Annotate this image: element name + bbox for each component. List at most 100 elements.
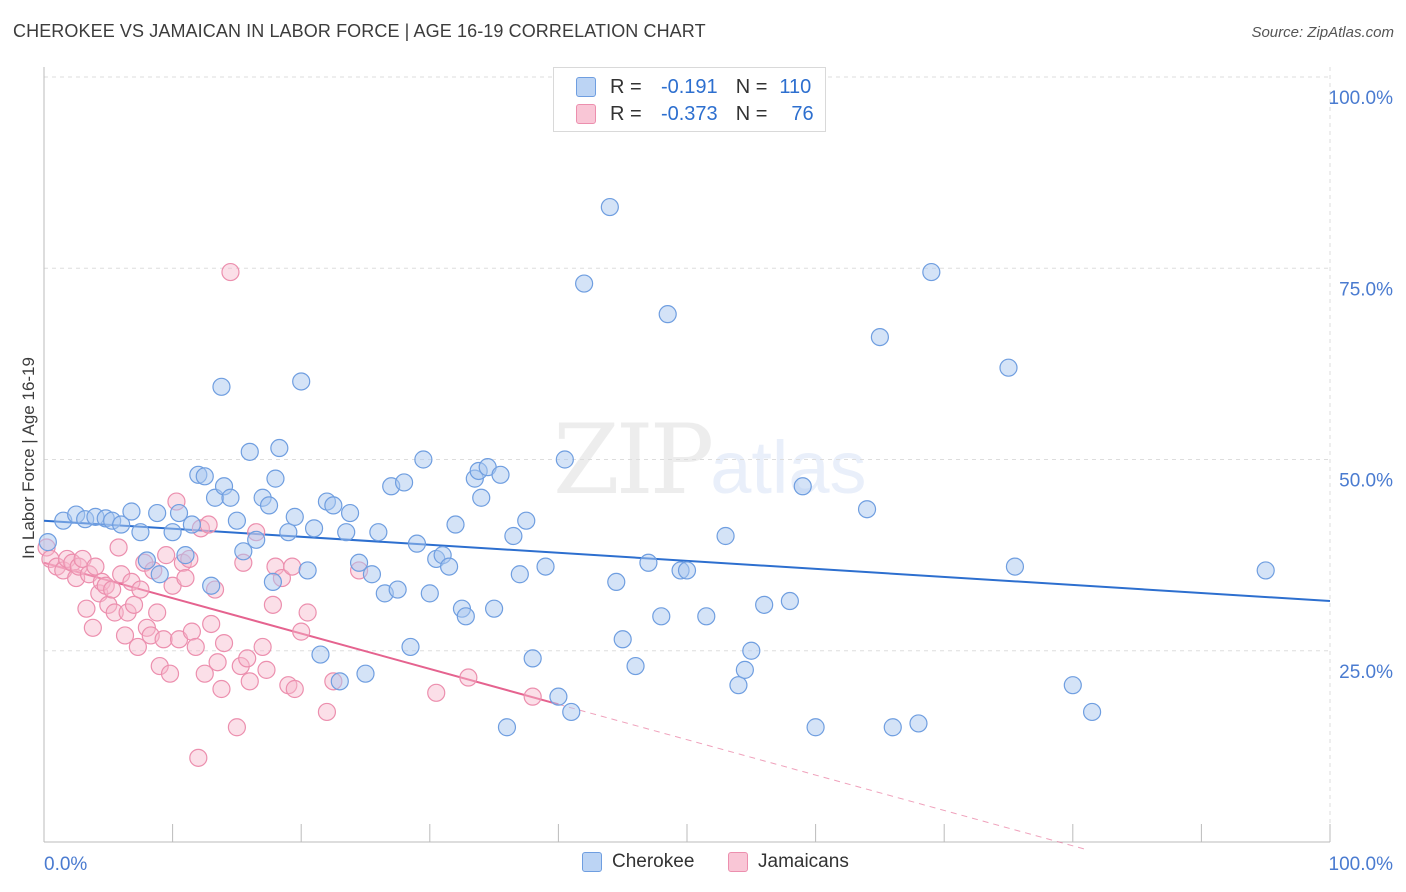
jamaicans-point <box>103 580 122 599</box>
cherokee-point <box>369 523 388 542</box>
jamaicans-point <box>112 565 131 584</box>
cherokee-point <box>742 641 761 660</box>
cherokee-points <box>38 197 1275 737</box>
cherokee-point <box>388 580 407 599</box>
cherokee-point <box>112 515 131 534</box>
cherokee-point <box>536 557 555 576</box>
cherokee-point <box>639 553 658 572</box>
cherokee-point <box>195 467 214 486</box>
jamaicans-point <box>189 748 208 767</box>
cherokee-point <box>883 718 902 737</box>
cherokee-legend-swatch <box>582 852 602 872</box>
cherokee-point <box>137 551 156 570</box>
cherokee-swatch <box>576 77 596 97</box>
jamaicans-point <box>263 595 283 614</box>
cherokee-point <box>922 262 941 282</box>
cherokee-point <box>729 676 748 695</box>
correlation-legend: R = -0.191 N = 110 R = -0.373 N = 76 <box>553 67 826 132</box>
cherokee-point <box>549 687 568 706</box>
legend-r-value: -0.191 <box>660 75 718 98</box>
cherokee-point <box>504 526 523 546</box>
cherokee-point <box>394 473 414 492</box>
legend-r-value: -0.373 <box>660 102 718 125</box>
jamaicans-point <box>221 262 240 282</box>
jamaicans-point <box>459 668 478 687</box>
y-tick-label: 25.0% <box>1339 662 1393 683</box>
cherokee-point <box>652 607 671 626</box>
jamaicans-point <box>298 603 317 622</box>
cherokee-point <box>446 515 465 534</box>
cherokee-point <box>221 488 240 507</box>
source-credit: Source: ZipAtlas.com <box>1251 24 1394 41</box>
cherokee-point <box>575 274 594 293</box>
cherokee-point <box>697 607 716 626</box>
cherokee-point <box>362 565 382 584</box>
jamaicans-point <box>124 595 144 614</box>
jamaicans-point <box>195 664 214 683</box>
cherokee-point <box>806 718 825 737</box>
jamaicans-point <box>317 702 337 722</box>
cherokee-point <box>202 576 221 595</box>
cherokee-point <box>420 584 439 603</box>
cherokee-point <box>1256 561 1275 580</box>
x-tick-label: 0.0% <box>44 854 87 875</box>
cherokee-point <box>324 496 343 515</box>
cherokee-point <box>716 526 735 546</box>
cherokee-point <box>485 599 504 618</box>
jamaicans-point <box>212 679 231 699</box>
cherokee-point <box>285 507 304 526</box>
jamaicans-point <box>238 649 257 668</box>
legend-row-jamaicans: R = -0.373 N = 76 <box>554 100 814 128</box>
cherokee-point <box>510 565 529 584</box>
jamaicans-point <box>292 622 311 641</box>
cherokee-point <box>626 656 645 676</box>
jamaicans-point <box>257 660 276 679</box>
jamaicans-point <box>86 557 105 576</box>
legend-r-label: R = <box>610 75 642 98</box>
cherokee-point <box>330 672 349 691</box>
cherokee-point <box>755 595 774 614</box>
cherokee-point <box>259 496 279 515</box>
jamaicans-point <box>285 679 304 699</box>
cherokee-point <box>176 546 195 565</box>
jamaicans-point <box>128 637 147 657</box>
cherokee-point <box>555 450 574 469</box>
cherokee-point <box>909 714 928 733</box>
cherokee-point <box>607 572 626 592</box>
jamaicans-point <box>150 656 169 676</box>
jamaicans-point <box>157 546 176 565</box>
jamaicans-point <box>427 683 446 702</box>
axes <box>43 67 1331 843</box>
cherokee-point <box>1005 557 1025 576</box>
cherokee-point <box>148 503 167 523</box>
cherokee-point <box>497 718 517 737</box>
cherokee-point <box>169 503 189 523</box>
cherokee-point <box>613 630 632 649</box>
cherokee-point <box>279 523 298 542</box>
cherokee-point <box>600 197 619 217</box>
cherokee-point <box>163 523 182 542</box>
jamaicans-point <box>523 687 542 706</box>
legend-n-value: 110 <box>779 75 812 98</box>
cherokee-point <box>150 565 169 584</box>
jamaicans-point <box>208 653 227 672</box>
cherokee-point <box>491 465 510 484</box>
cherokee-point <box>227 511 246 530</box>
cherokee-point <box>212 377 231 396</box>
cherokee-point <box>122 502 141 521</box>
cherokee-point <box>562 702 581 722</box>
jamaicans-point <box>109 538 128 557</box>
cherokee-point <box>793 477 812 496</box>
zipatlas-watermark: ZIPatlas <box>553 404 867 516</box>
jamaicans-point <box>105 603 124 622</box>
cherokee-point <box>304 519 324 538</box>
cherokee-point <box>999 358 1018 377</box>
cherokee-point <box>1063 676 1082 695</box>
cherokee-point <box>356 664 375 683</box>
cherokee-point <box>266 469 285 488</box>
jamaicans-point <box>227 718 246 737</box>
cherokee-point <box>340 503 360 523</box>
cherokee-point <box>247 530 266 549</box>
bottom-legend-cherokee: Cherokee <box>582 851 694 873</box>
